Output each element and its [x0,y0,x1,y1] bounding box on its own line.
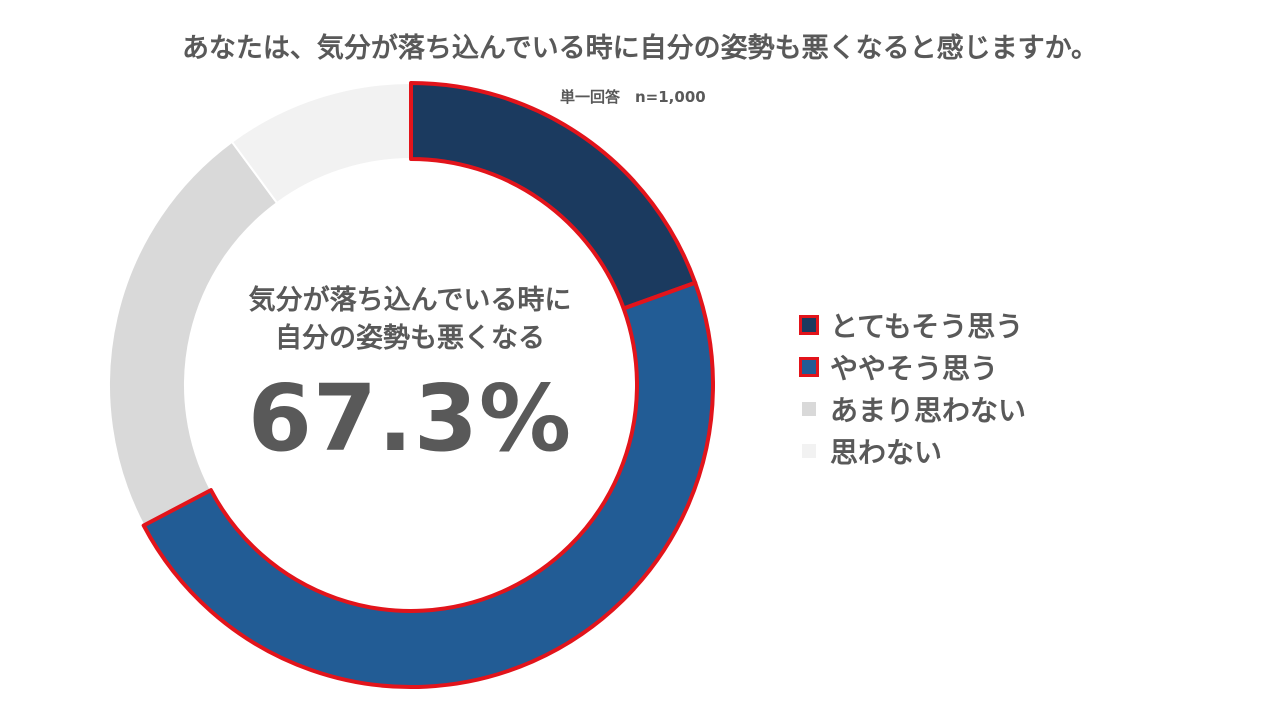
donut-slices [108,81,714,688]
legend-label-4: 思わない [830,436,943,469]
center-value: 67.3% [247,365,573,472]
legend-swatch-2 [799,357,819,377]
legend-item-3: あまり思わない [802,388,1026,430]
chart-title: あなたは、気分が落ち込んでいる時に自分の姿勢も悪くなると感じますか。 [181,33,1099,64]
highlight-outline-slice-2 [141,280,715,689]
center-text-line1: 気分が落ち込んでいる時に [248,285,572,316]
legend-label-3: あまり思わない [830,394,1027,427]
chart-legend: とてもそう思う ややそう思う あまり思わない 思わない [799,304,1026,472]
legend-item-4: 思わない [802,430,1026,472]
center-label: 気分が落ち込んでいる時に 自分の姿勢も悪くなる 67.3% [230,282,590,474]
legend-swatch-4 [802,444,816,458]
legend-label-2: ややそう思う [830,352,999,385]
legend-item-2: ややそう思う [799,346,1026,388]
chart-subtitle: 単一回答 n=1,000 [560,88,706,106]
legend-label-1: とてもそう思う [830,310,1024,343]
highlight-outline [141,81,715,689]
legend-item-1: とてもそう思う [799,304,1026,346]
legend-swatch-1 [799,315,819,335]
legend-swatch-3 [802,402,816,416]
center-text-line2: 自分の姿勢も悪くなる [275,323,545,354]
